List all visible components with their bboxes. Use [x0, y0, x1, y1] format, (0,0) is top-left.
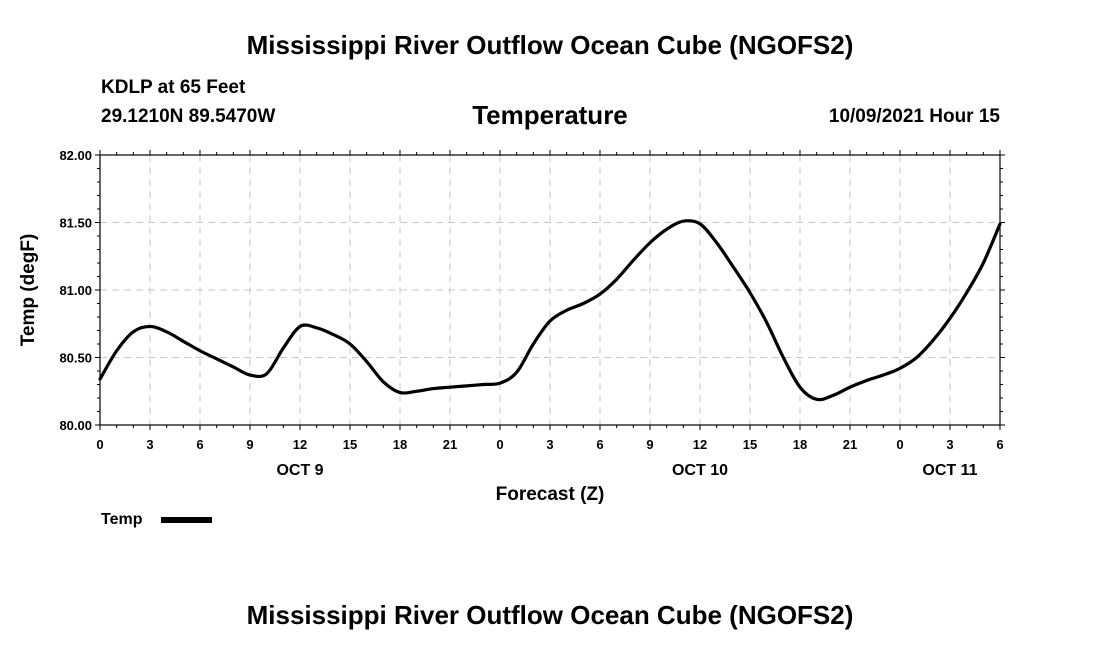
x-tick-label: 0: [96, 437, 103, 452]
x-tick-label: 9: [246, 437, 253, 452]
x-tick-label: 18: [393, 437, 407, 452]
footer-title: Mississippi River Outflow Ocean Cube (NG…: [246, 600, 854, 630]
x-tick-label: 6: [596, 437, 603, 452]
x-tick-label: 15: [743, 437, 757, 452]
x-tick-label: 6: [196, 437, 203, 452]
station-coordinates: 29.1210N 89.5470W: [101, 106, 276, 127]
chart-title: Temperature: [472, 100, 628, 130]
series-layer: [98, 219, 1002, 402]
x-tick-label: 18: [793, 437, 807, 452]
date-label: OCT 10: [672, 462, 728, 479]
grid-lines: [100, 155, 1000, 425]
x-tick-label: 12: [693, 437, 707, 452]
x-tick-label: 6: [996, 437, 1003, 452]
x-tick-label: 21: [843, 437, 857, 452]
y-tick-label: 80.00: [59, 418, 92, 433]
legend-label: Temp: [101, 511, 143, 528]
forecast-datetime: 10/09/2021 Hour 15: [828, 106, 1000, 127]
y-tick-label: 81.00: [59, 283, 92, 298]
x-tick-label: 0: [896, 437, 903, 452]
y-tick-label: 80.50: [59, 351, 92, 366]
x-tick-label: 3: [946, 437, 953, 452]
legend: Temp: [101, 511, 212, 528]
y-tick-label: 81.50: [59, 216, 92, 231]
date-label: OCT 9: [276, 462, 323, 479]
x-tick-label: 21: [443, 437, 457, 452]
station-name: KDLP at 65 Feet: [101, 77, 246, 98]
x-tick-label: 0: [496, 437, 503, 452]
x-tick-label: 12: [293, 437, 307, 452]
date-label: OCT 11: [922, 462, 977, 479]
x-axis-title: Forecast (Z): [496, 484, 605, 505]
temp-series-line: [98, 219, 1002, 402]
y-axis-title: Temp (degF): [18, 234, 39, 347]
y-tick-label: 82.00: [59, 148, 92, 163]
axis-ticks: 80.00 80.50 81.00 81.50 82.00 0 3 6 9 12 15 18 21 0 3 6…: [59, 148, 1005, 479]
x-tick-label: 9: [646, 437, 653, 452]
x-tick-label: 15: [343, 437, 357, 452]
page-title: Mississippi River Outflow Ocean Cube (NG…: [246, 30, 854, 60]
x-tick-label: 3: [146, 437, 153, 452]
x-tick-label: 3: [546, 437, 553, 452]
